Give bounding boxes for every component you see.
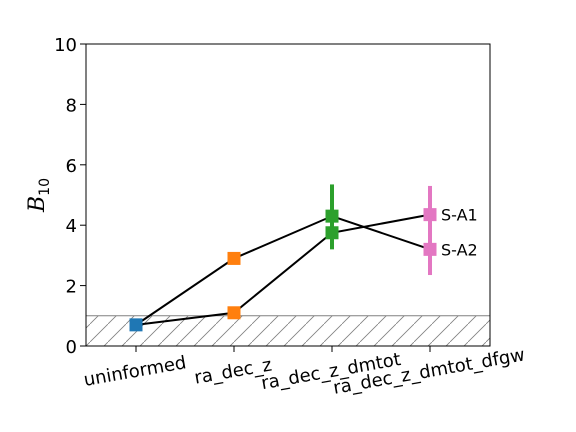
y-axis-label-sub: 10 <box>37 178 53 196</box>
y-axis-ticks: 0 2 4 6 8 10 <box>54 35 86 358</box>
y-tick-label-2: 2 <box>66 277 77 298</box>
point-label-6: S-A1 <box>441 206 478 225</box>
data-point-3 <box>227 306 241 320</box>
y-axis-label-main: B <box>25 196 50 213</box>
data-points <box>129 184 437 332</box>
data-point-4 <box>325 209 339 223</box>
point-label-7: S-A2 <box>441 240 478 259</box>
x-axis-ticks: uninformed ra_dec_zra_dec_z_dmtotra_dec_z… <box>82 344 526 398</box>
connector-lines <box>135 213 431 326</box>
data-point-5 <box>325 226 339 240</box>
y-axis-label: B10 <box>25 178 53 213</box>
data-point-1 <box>129 318 143 332</box>
y-tick-label-8: 8 <box>66 95 77 116</box>
data-point-6 <box>423 208 437 222</box>
y-tick-label-6: 6 <box>66 156 77 177</box>
data-point-2 <box>227 251 241 265</box>
threshold-hatch <box>86 315 490 346</box>
threshold-region <box>86 315 490 346</box>
y-tick-label-4: 4 <box>66 216 77 237</box>
x-tick-label-1: uninformed <box>82 352 188 391</box>
data-point-7 <box>423 242 437 256</box>
connector-line-2 <box>135 213 431 326</box>
connector-line-1 <box>135 215 431 326</box>
y-tick-label-10: 10 <box>54 35 77 56</box>
plot-frame <box>85 43 491 347</box>
point-annotations: S-A1 S-A2 <box>441 206 478 260</box>
y-tick-label-0: 0 <box>66 337 77 358</box>
